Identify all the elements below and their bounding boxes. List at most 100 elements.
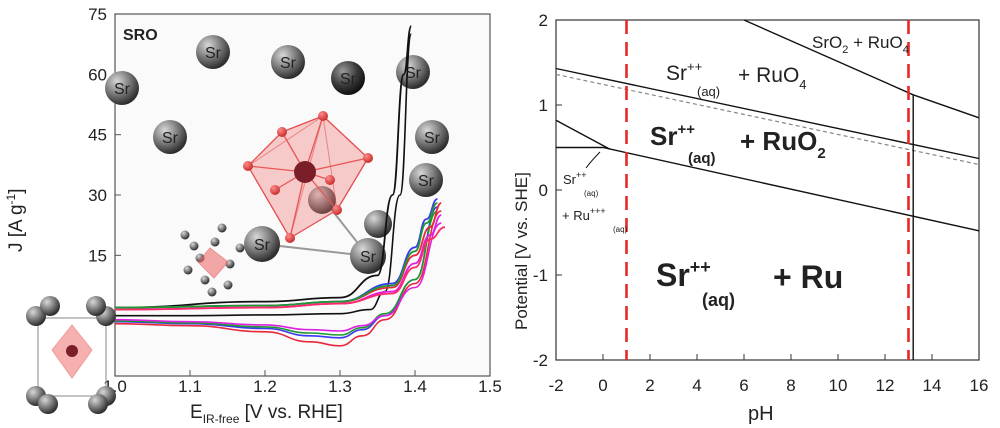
left-x-tick-label: 1.3	[328, 377, 352, 396]
crystal-structure-decoration: Sr Sr Sr Sr Sr Sr Sr Sr Sr Sr	[105, 35, 449, 297]
oxygen-atom	[270, 185, 280, 195]
inset-ru-atom	[66, 345, 78, 357]
sr-atom	[105, 71, 139, 105]
left-y-axis-label: J [A g-1]	[4, 189, 27, 252]
right-x-tick-label: 6	[739, 376, 748, 395]
left-y-tick-label: 60	[88, 65, 107, 84]
right-y-tick-label: 0	[539, 181, 548, 200]
phase-boundary	[555, 119, 611, 150]
octahedron-edge	[247, 131, 283, 167]
octahedron-edge	[336, 157, 369, 211]
small-atom	[200, 275, 210, 285]
sr-atom	[271, 45, 305, 79]
oxygen-atom	[325, 175, 335, 185]
svg-text:+ RuO4: + RuO4	[738, 64, 807, 92]
svg-text:Sr++: Sr++	[650, 121, 695, 151]
cv-return-curve	[114, 210, 442, 347]
sr-label: Sr	[114, 81, 131, 98]
right-x-tick-label: -2	[548, 376, 563, 395]
svg-text:Sr++: Sr++	[563, 170, 587, 187]
cv-return-curve	[114, 222, 442, 332]
region-sr-ruo4: Sr++ (aq) + RuO4	[666, 59, 807, 99]
right-y-tick-label: -1	[533, 266, 548, 285]
sr-label: Sr	[405, 65, 422, 82]
sr-atom	[196, 35, 230, 69]
svg-text:(aq): (aq)	[584, 189, 599, 198]
phase-boundary	[556, 146, 980, 232]
sr-atom	[153, 120, 187, 154]
small-atom	[223, 280, 233, 290]
right-x-tick-labels: -2 0 2 4 6 8 10 12 14 16	[548, 376, 988, 395]
oxygen-atom	[277, 127, 287, 137]
right-x-tick-label: 8	[786, 376, 795, 395]
right-y-tick-label: 2	[539, 11, 548, 30]
left-y-tick-label: 30	[88, 186, 107, 205]
right-x-tick-label: 4	[692, 376, 701, 395]
right-x-tick-label: 14	[923, 376, 942, 395]
inset-cell-box	[37, 317, 107, 397]
cv-return-curve	[114, 210, 438, 336]
sr-label: Sr	[360, 249, 377, 266]
right-x-tick-label: 10	[829, 376, 848, 395]
left-y-tick-label: 75	[88, 5, 107, 24]
small-cell	[180, 223, 245, 297]
cv-forward-curve	[114, 25, 413, 309]
svg-text:Sr++: Sr++	[656, 257, 711, 293]
oxygen-atom	[285, 233, 295, 243]
region-sr-ru: Sr++ (aq) + Ru	[656, 257, 843, 310]
inset-sr-atom	[86, 296, 106, 316]
right-x-tick-label: 2	[645, 376, 654, 395]
small-atom	[217, 223, 227, 233]
left-x-axis-label: EIR-free [V vs. RHE]	[190, 402, 343, 426]
small-atom	[235, 243, 245, 253]
cv-return-curve	[115, 33, 413, 317]
sr-label: Sr	[424, 130, 441, 147]
svg-text:(aq): (aq)	[613, 225, 628, 234]
sr-label: Sr	[340, 71, 357, 88]
oxygen-atom	[332, 205, 342, 215]
cv-forward-curve	[114, 202, 438, 309]
small-atom	[180, 230, 190, 240]
svg-text:(aq): (aq)	[688, 150, 716, 167]
left-y-tick-labels: 75604530150	[88, 5, 107, 326]
region-sr-ru3: Sr++ (aq) + Ru+++ (aq)	[562, 151, 628, 234]
ru-atom	[294, 161, 316, 183]
svg-text:+ Ru+++: + Ru+++	[562, 206, 606, 223]
atom-sphere	[308, 186, 336, 214]
left-x-tick-label: 1.5	[478, 377, 502, 396]
sr-atom	[396, 55, 430, 89]
octahedron-edge	[289, 209, 338, 239]
region-labels: SrO2 + RuO4 Sr++ (aq) + RuO4 Sr++ (aq) +…	[562, 33, 909, 310]
octahedron-edge	[247, 165, 291, 239]
svg-text:+ RuO2: + RuO2	[740, 126, 826, 162]
right-x-tick-label: 16	[970, 376, 989, 395]
oxygen-atom	[318, 111, 328, 121]
right-x-tick-label: 12	[876, 376, 895, 395]
ruo6-octahedron	[243, 111, 373, 243]
sr-atom	[415, 120, 449, 154]
svg-text:+ Ru: + Ru	[773, 259, 843, 295]
sr-label: Sr	[418, 173, 435, 190]
oxygen-atom	[243, 161, 253, 171]
left-y-tick-label: 15	[88, 246, 107, 265]
right-x-tick-label: 0	[598, 376, 607, 395]
small-atom	[210, 237, 220, 247]
right-ticks	[555, 19, 980, 361]
region-sr-ruo2: Sr++ (aq) + RuO2	[650, 121, 826, 167]
cv-curves	[114, 25, 446, 347]
svg-text:(aq): (aq)	[697, 84, 720, 99]
cv-forward-curve	[114, 226, 446, 311]
pointer-arrow	[585, 151, 601, 169]
sr-atom	[409, 163, 443, 197]
sr-label: Sr	[205, 45, 222, 62]
sr-atom	[331, 61, 365, 95]
right-y-tick-labels: 2 1 0 -1 -2	[533, 11, 548, 370]
inset-sr-atom	[40, 296, 60, 316]
left-x-tick-labels: 1.0 1.1 1.2 1.3 1.4 1.5	[103, 377, 502, 396]
inset-sr-atom	[26, 306, 46, 326]
right-y-tick-label: 1	[539, 96, 548, 115]
sr-label: Sr	[162, 130, 179, 147]
sr-label: Sr	[254, 237, 271, 254]
right-y-axis-label: Potential [V vs. SHE]	[512, 172, 531, 330]
